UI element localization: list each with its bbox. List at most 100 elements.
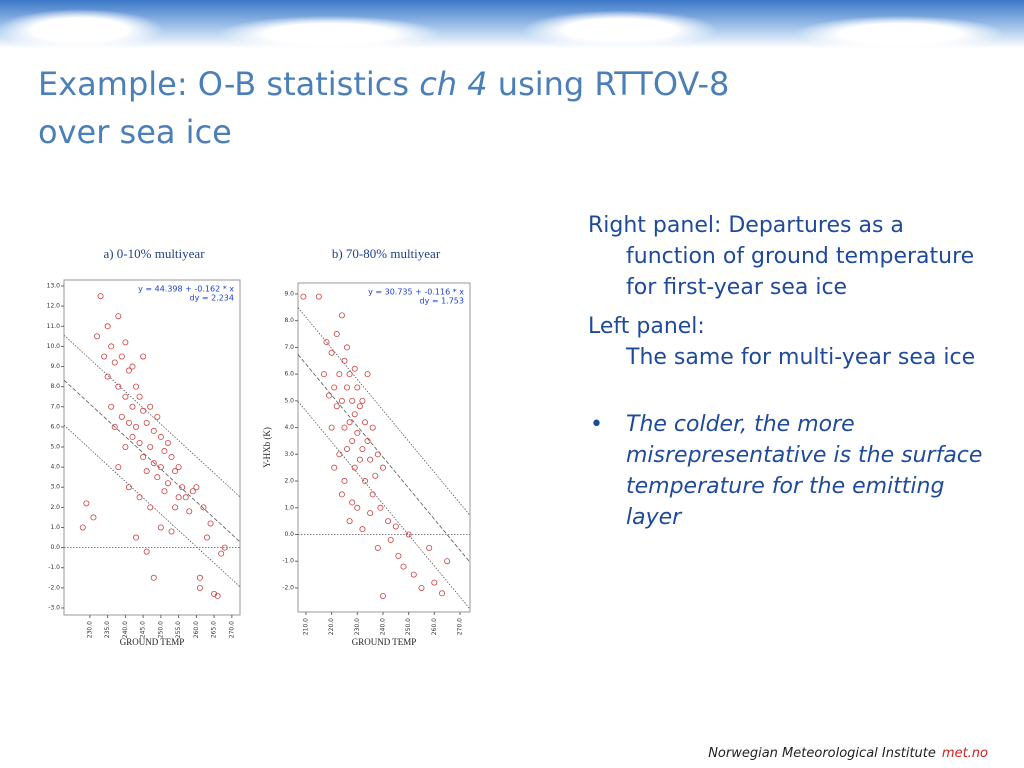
scatter-point (203, 534, 210, 541)
scatter-point (196, 584, 203, 591)
footer-institute: Norwegian Meteorological Institute (708, 746, 936, 761)
scatter-point (150, 460, 157, 467)
scatter-point (147, 403, 154, 410)
scatter-point (189, 488, 196, 495)
scatter-point (140, 407, 147, 414)
y-tick-label: 6.0 (50, 423, 60, 430)
y-tick-label: 4.0 (50, 464, 60, 471)
fit-lower (64, 424, 240, 588)
fit-annotation: y = 30.735 + -0.116 * x (368, 288, 464, 297)
y-tick-label: 0.0 (284, 531, 294, 538)
scatter-point (154, 413, 161, 420)
scatter-point (175, 494, 182, 501)
y-tick-label: 10.0 (47, 343, 61, 350)
x-tick-label: 230.0 (354, 618, 361, 635)
y-tick-label: 2.0 (50, 504, 60, 511)
scatter-point (83, 500, 90, 507)
scatter-point (328, 424, 335, 431)
fit-line (64, 379, 240, 543)
scatter-point (115, 383, 122, 390)
scatter-point (395, 552, 402, 559)
scatter-point (168, 528, 175, 535)
y-tick-label: 7.0 (50, 403, 60, 410)
bullet: • The colder, the more misrepresentative … (588, 409, 998, 533)
scatter-point (367, 510, 374, 517)
title-part: Example: O-B statistics (38, 65, 420, 103)
title-line: over sea ice (38, 113, 232, 151)
fit-annotation: dy = 2.234 (189, 294, 234, 303)
scatter-point (354, 429, 361, 436)
scatter-point (331, 384, 338, 391)
scatter-point (104, 373, 111, 380)
scatter-point (338, 312, 345, 319)
bullet-text: The colder, the more misrepresentative i… (626, 412, 983, 530)
scatter-point (143, 468, 150, 475)
scatter-point (136, 393, 143, 400)
scatter-point (218, 550, 225, 557)
sky-banner (0, 0, 1024, 48)
scatter-point (400, 563, 407, 570)
y-tick-label: 4.0 (284, 424, 294, 431)
scatter-point (118, 413, 125, 420)
scatter-point (133, 534, 140, 541)
x-tick-label: 210.0 (302, 618, 309, 635)
bullet-dot: • (590, 412, 603, 437)
y-tick-label: 13.0 (47, 283, 61, 290)
scatter-point (193, 484, 200, 491)
fit-annotation: y = 44.398 + -0.162 * x (138, 285, 234, 294)
scatter-point (364, 437, 371, 444)
x-tick-label: 255.0 (175, 621, 182, 638)
scatter-point (150, 574, 157, 581)
scatter-point (90, 514, 97, 521)
scatter-point (129, 433, 136, 440)
scatter-point (367, 456, 374, 463)
x-tick-label: 250.0 (157, 621, 164, 638)
scatter-point (336, 451, 343, 458)
y-tick-label: 11.0 (47, 323, 61, 330)
scatter-point (362, 478, 369, 485)
scatter-point (125, 484, 132, 491)
scatter-point (140, 353, 147, 360)
scatter-point (101, 353, 108, 360)
scatter-point (172, 468, 179, 475)
scatter-point (341, 424, 348, 431)
y-tick-label: 6.0 (284, 371, 294, 378)
scatter-point (157, 464, 164, 471)
scatter-point (79, 524, 86, 531)
y-tick-label: 2.0 (284, 478, 294, 485)
scatter-point (346, 518, 353, 525)
scatter-point (351, 464, 358, 471)
scatter-point (354, 384, 361, 391)
x-tick-label: 270.0 (228, 621, 235, 638)
plot-area (63, 279, 241, 616)
scatter-point (349, 499, 356, 506)
scatter-point (431, 579, 438, 586)
scatter-point (349, 437, 356, 444)
scatter-point (354, 504, 361, 511)
scatter-point (221, 544, 228, 551)
scatter-point (150, 427, 157, 434)
fit-line (298, 354, 470, 563)
scatter-point (122, 393, 129, 400)
scatter-point (133, 423, 140, 430)
y-tick-label: 12.0 (47, 303, 61, 310)
scatter-point (161, 448, 168, 455)
paragraph: The same for multi-year sea ice (626, 345, 976, 370)
scatter-point (94, 333, 101, 340)
scatter-point (333, 403, 340, 410)
scatter-point (320, 371, 327, 378)
scatter-point (341, 478, 348, 485)
plot-layer (64, 293, 240, 599)
scatter-point (182, 494, 189, 501)
scatter-point (122, 443, 129, 450)
fit-upper (64, 334, 240, 498)
scatter-point (369, 491, 376, 498)
scatter-point (179, 484, 186, 491)
scatter-point (379, 592, 386, 599)
charts: a) 0-10% multiyear GROUND TEMP -3.0 -2.0 -1.… (47, 246, 471, 647)
scatter-point (111, 423, 118, 430)
scatter-point (387, 536, 394, 543)
scatter-point (344, 344, 351, 351)
scatter-point (359, 445, 366, 452)
scatter-point (333, 331, 340, 338)
